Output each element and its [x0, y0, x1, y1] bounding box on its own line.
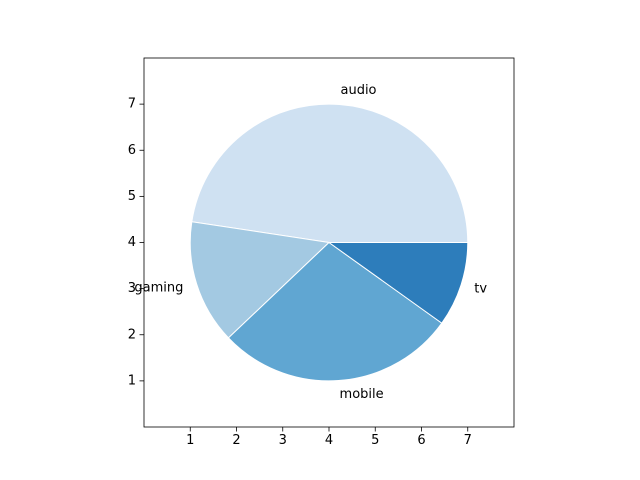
- slice-label-gaming: gaming: [134, 281, 183, 296]
- axes-frame: [143, 57, 515, 428]
- slice-label-tv: tv: [474, 282, 487, 297]
- x-tick-label: 7: [464, 433, 472, 448]
- x-axis: 1 2 3 4 5 6 7: [186, 427, 472, 448]
- pie-slices: [189, 103, 469, 382]
- y-tick-label: 1: [128, 373, 136, 388]
- y-tick-label: 3: [128, 281, 136, 296]
- x-tick-label: 5: [371, 433, 379, 448]
- x-tick-label: 1: [186, 433, 194, 448]
- y-tick-label: 5: [128, 189, 136, 204]
- pie-slice-tv: [328, 242, 469, 324]
- y-tick-label: 4: [128, 235, 136, 250]
- x-tick-label: 3: [279, 433, 287, 448]
- pie-slice-labels: audio gaming mobile tv: [134, 83, 487, 402]
- x-tick-label: 6: [417, 433, 425, 448]
- pie-slice-mobile: [227, 242, 443, 382]
- y-tick-label: 7: [128, 97, 136, 112]
- y-axis: 1 2 3 4 5 6 7: [128, 97, 144, 388]
- x-tick-label: 4: [325, 433, 333, 448]
- pie-slice-audio: [191, 103, 469, 243]
- x-tick-label: 2: [232, 433, 240, 448]
- pie-slice-gaming: [189, 221, 330, 339]
- y-tick-label: 6: [128, 143, 136, 158]
- slice-label-audio: audio: [340, 83, 376, 98]
- slice-label-mobile: mobile: [340, 387, 384, 402]
- y-tick-label: 2: [128, 327, 136, 342]
